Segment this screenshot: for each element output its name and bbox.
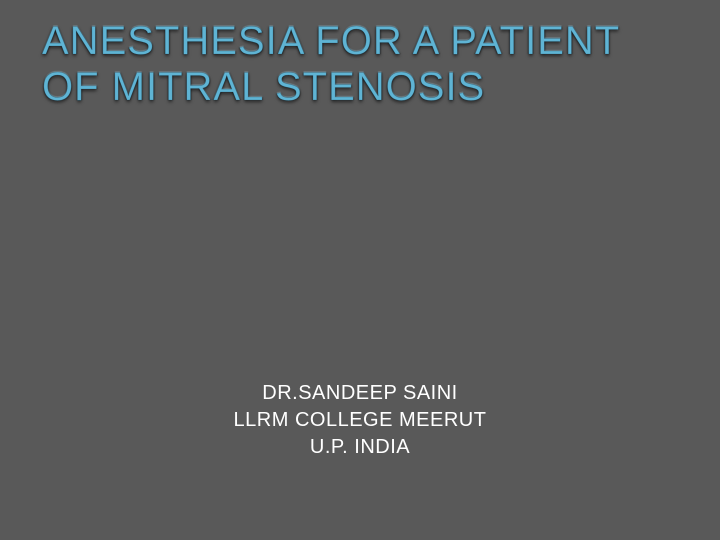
author-block: DR.SANDEEP SAINI LLRM COLLEGE MEERUT U.P… xyxy=(0,380,720,461)
slide-title: ANESTHESIA FOR A PATIENT OF MITRAL STENO… xyxy=(42,18,678,110)
author-location: U.P. INDIA xyxy=(0,434,720,461)
author-name: DR.SANDEEP SAINI xyxy=(0,380,720,407)
author-affiliation: LLRM COLLEGE MEERUT xyxy=(0,407,720,434)
slide-container: ANESTHESIA FOR A PATIENT OF MITRAL STENO… xyxy=(0,0,720,540)
